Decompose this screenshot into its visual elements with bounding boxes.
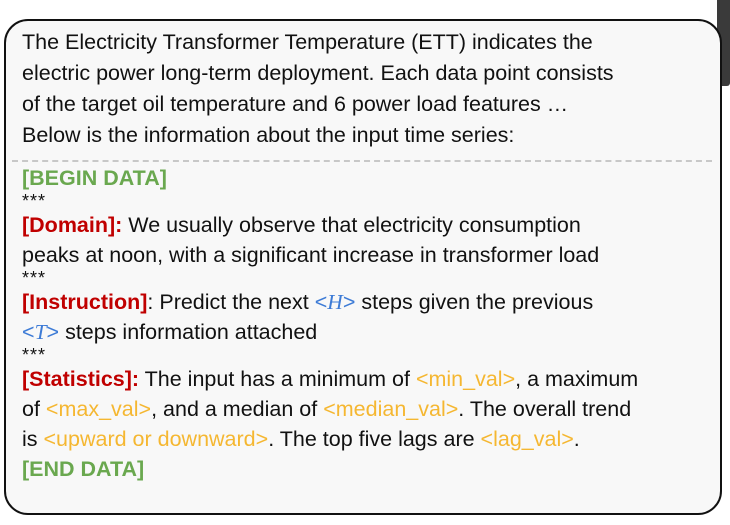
instruction-line-2: <T> steps information attached xyxy=(22,317,728,347)
t-open-bracket: < xyxy=(22,320,35,344)
statistics-text-6: is xyxy=(22,427,44,451)
max-val-placeholder: <max_val> xyxy=(46,397,151,421)
prompt-text: The Electricity Transformer Temperature … xyxy=(22,27,728,484)
statistics-text-7: . The top five lags are xyxy=(268,427,480,451)
trend-placeholder: <upward or downward> xyxy=(44,427,269,451)
instruction-text-1: : Predict the next xyxy=(147,290,314,314)
h-close-bracket: > xyxy=(343,290,356,314)
instruction-line-1: [Instruction]: Predict the next <H> step… xyxy=(22,287,728,317)
end-data-line: [END DATA] xyxy=(22,454,728,484)
h-open-bracket: < xyxy=(315,290,328,314)
statistics-line-3: is <upward or downward>. The top five la… xyxy=(22,424,728,454)
intro-line-3: of the target oil temperature and 6 powe… xyxy=(22,89,728,120)
min-val-placeholder: <min_val> xyxy=(416,367,515,391)
statistics-text-2: , a maximum xyxy=(515,367,638,391)
end-data-label: [END DATA] xyxy=(22,457,144,481)
instruction-label: [Instruction] xyxy=(22,290,147,314)
intro-line-1: The Electricity Transformer Temperature … xyxy=(22,27,728,58)
statistics-text-5: . The overall trend xyxy=(458,397,631,421)
instruction-text-2: steps given the previous xyxy=(355,290,593,314)
statistics-text-1: The input has a minimum of xyxy=(139,367,416,391)
domain-label: [Domain]: xyxy=(22,213,122,237)
statistics-text-8: . xyxy=(574,427,580,451)
h-variable: H xyxy=(327,290,343,314)
separator-1: *** xyxy=(22,193,728,210)
domain-line-1: [Domain]: We usually observe that electr… xyxy=(22,210,728,240)
statistics-line-2: of <max_val>, and a median of <median_va… xyxy=(22,394,728,424)
instruction-text-3: steps information attached xyxy=(59,320,317,344)
separator-3: *** xyxy=(22,347,728,364)
statistics-line-1: [Statistics]: The input has a minimum of… xyxy=(22,364,728,394)
begin-data-text: [BEGIN DATA] xyxy=(22,166,167,190)
separator-2: *** xyxy=(22,270,728,287)
statistics-text-4: , and a median of xyxy=(151,397,323,421)
intro-line-2: electric power long-term deployment. Eac… xyxy=(22,58,728,89)
domain-line-2: peaks at noon, with a significant increa… xyxy=(22,240,728,270)
t-variable: T xyxy=(35,320,47,344)
t-close-bracket: > xyxy=(47,320,60,344)
intro-line-4: Below is the information about the input… xyxy=(22,120,728,151)
statistics-label: [Statistics]: xyxy=(22,367,139,391)
median-val-placeholder: <median_val> xyxy=(323,397,458,421)
begin-data-label: [BEGIN DATA] xyxy=(22,163,728,193)
lag-val-placeholder: <lag_val> xyxy=(481,427,574,451)
statistics-text-3: of xyxy=(22,397,46,421)
domain-text-1: We usually observe that electricity cons… xyxy=(122,213,580,237)
